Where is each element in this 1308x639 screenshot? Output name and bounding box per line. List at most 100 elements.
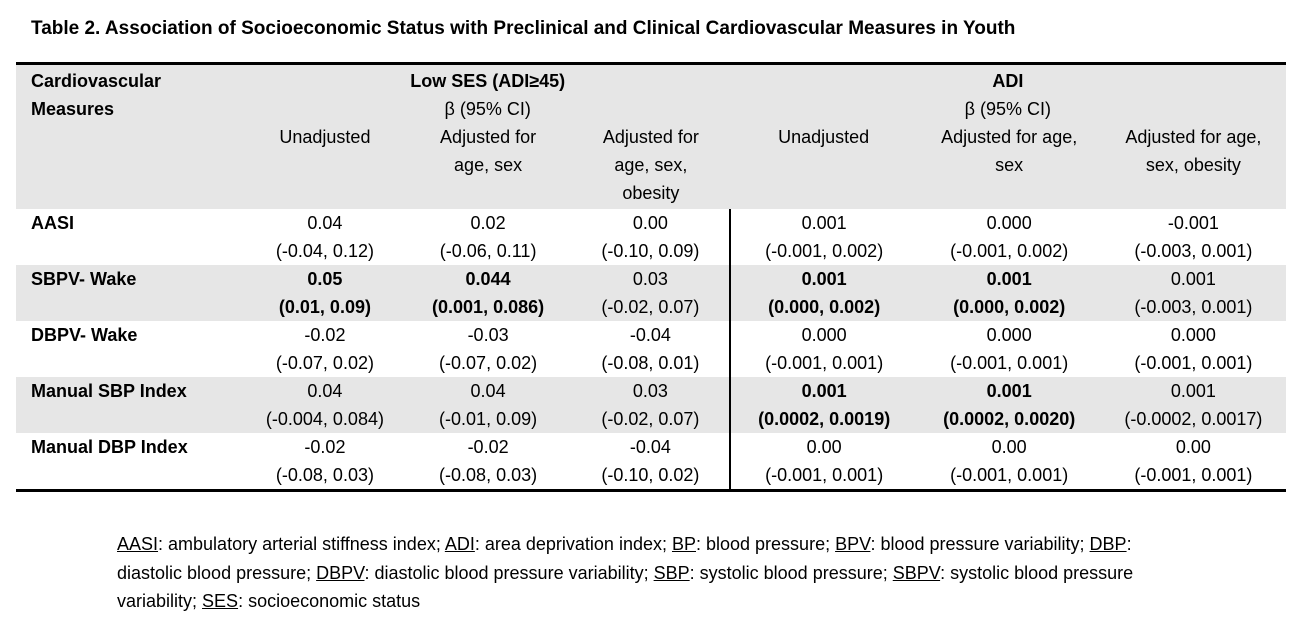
- footnote: AASI: ambulatory arterial stiffness inde…: [117, 530, 1197, 616]
- column-header-text: Adjusted for age,: [941, 127, 1078, 147]
- cell-ci: (-0.07, 0.02): [275, 353, 374, 373]
- cell-estimate: 0.02: [470, 213, 506, 233]
- table-cell: 0.001 (-0.0002, 0.0017): [1100, 377, 1286, 433]
- cell-estimate: 0.001: [1170, 381, 1216, 401]
- cell-ci: (-0.06, 0.11): [439, 241, 537, 261]
- cell-ci: (-0.001, 0.001): [950, 353, 1069, 373]
- cell-estimate: 0.000: [986, 213, 1032, 233]
- column-header-text: age, sex,: [614, 155, 688, 175]
- table-cell: -0.02 (-0.08, 0.03): [246, 433, 404, 491]
- cell-ci: (-0.001, 0.001): [765, 465, 884, 485]
- cell-estimate: -0.04: [629, 325, 671, 345]
- table-title: Table 2. Association of Socioeconomic St…: [31, 18, 1016, 39]
- cell-estimate: 0.05: [307, 269, 343, 289]
- footnote-definition: : systolic blood pressure variability;: [117, 562, 1134, 612]
- table-cell: 0.000 (-0.001, 0.001): [918, 321, 1101, 377]
- footnote-definition: : area deprivation index;: [474, 534, 672, 554]
- cell-ci: (-0.0002, 0.0017): [1124, 409, 1263, 429]
- cell-ci: (-0.001, 0.001): [765, 353, 884, 373]
- column-header-2: Adjusted for age, sex: [404, 123, 572, 209]
- table-cell: 0.00 (-0.001, 0.001): [918, 433, 1101, 491]
- table-cell: 0.00 (-0.10, 0.09): [572, 209, 730, 265]
- footnote-abbreviation: SBP: [653, 562, 690, 583]
- footnote-definition: : systolic blood pressure;: [689, 562, 893, 583]
- column-header-4: Unadjusted: [729, 123, 918, 209]
- cell-estimate: -0.02: [304, 325, 346, 345]
- table-cell: 0.000 (-0.001, 0.001): [728, 321, 918, 377]
- cell-ci: (-0.003, 0.001): [1134, 297, 1253, 317]
- table-row: DBPV- Wake -0.02 (-0.07, 0.02) -0.03 (-0.07,…: [16, 321, 1286, 377]
- cell-estimate: 0.000: [1170, 325, 1216, 345]
- cell-estimate: 0.00: [991, 437, 1027, 457]
- footnote-definition: : blood pressure;: [696, 534, 836, 554]
- table-cell: -0.001 (-0.003, 0.001): [1101, 209, 1286, 265]
- cell-ci: (0.01, 0.09): [278, 297, 371, 317]
- cell-ci: (-0.01, 0.09): [439, 409, 538, 429]
- column-header-6: Adjusted for age, sex, obesity: [1100, 123, 1286, 209]
- column-header-text: Adjusted for: [440, 127, 537, 147]
- cell-ci: (-0.001, 0.001): [1134, 353, 1253, 373]
- table-cell: -0.04 (-0.10, 0.02): [572, 433, 730, 491]
- cell-ci: (-0.04, 0.12): [275, 241, 374, 261]
- footnote-abbreviation: BP: [671, 534, 696, 554]
- table-cell: 0.04 (-0.04, 0.12): [246, 209, 404, 265]
- cell-estimate: -0.02: [304, 437, 346, 457]
- table-row: Manual DBP Index -0.02 (-0.08, 0.03) -0.02 (…: [16, 433, 1286, 491]
- group-header-low-ses: Low SES (ADI≥45) β (95% CI): [245, 63, 730, 123]
- footnote-abbreviation: DBPV: [316, 562, 365, 583]
- footnote-abbreviation: DBP: [1089, 534, 1127, 554]
- table-cell: 0.001 (0.0002, 0.0019): [728, 377, 918, 433]
- group-sub-adi: β (95% CI): [964, 99, 1052, 119]
- cell-estimate: 0.001: [801, 269, 847, 289]
- cell-ci: (-0.08, 0.03): [275, 465, 374, 485]
- row-label-header-line1: Cardiovascular: [31, 71, 162, 91]
- column-header-text: sex: [995, 155, 1024, 175]
- row-label: Manual DBP Index: [31, 437, 188, 457]
- cell-ci: (-0.02, 0.07): [601, 409, 700, 429]
- cell-ci: (-0.10, 0.09): [601, 241, 700, 261]
- table-cell: 0.04 (-0.004, 0.084): [245, 377, 405, 433]
- table-cell: 0.03 (-0.02, 0.07): [572, 377, 730, 433]
- cell-estimate: 0.00: [1175, 437, 1211, 457]
- column-header-text: Adjusted for age,: [1125, 127, 1262, 147]
- group-name-low-ses: Low SES (ADI≥45): [410, 71, 566, 91]
- footnote-definition: : diastolic blood pressure variability;: [364, 562, 654, 583]
- table-cell: 0.04 (-0.01, 0.09): [404, 377, 572, 433]
- table-row: Manual SBP Index 0.04 (-0.004, 0.084) 0.04 (…: [16, 377, 1286, 433]
- column-header-3: Adjusted for age, sex, obesity: [572, 123, 730, 209]
- cell-estimate: -0.03: [467, 325, 509, 345]
- header-row-columns: Unadjusted Adjusted for age, sex Adjusted f…: [16, 123, 1286, 209]
- cell-estimate: 0.044: [465, 269, 511, 289]
- table-cell: 0.03 (-0.02, 0.07): [572, 265, 730, 321]
- footnote-abbreviation: SBPV: [892, 562, 941, 583]
- cell-estimate: 0.04: [307, 381, 343, 401]
- cell-ci: (0.000, 0.002): [768, 297, 881, 317]
- table-cell: 0.001 (-0.003, 0.001): [1100, 265, 1286, 321]
- table-cell: 0.001 (-0.001, 0.002): [728, 209, 918, 265]
- cell-estimate: 0.04: [307, 213, 343, 233]
- cell-estimate: 0.000: [986, 325, 1032, 345]
- row-label: DBPV- Wake: [31, 325, 138, 345]
- footnote-definition: : socioeconomic status: [238, 591, 421, 611]
- column-header-1: Unadjusted: [245, 123, 405, 209]
- table-cell: 0.05 (0.01, 0.09): [245, 265, 405, 321]
- cell-estimate: 0.001: [801, 213, 847, 233]
- footnote-abbreviation: BPV: [835, 534, 871, 554]
- cell-estimate: 0.001: [986, 381, 1032, 401]
- column-header-text: sex, obesity: [1145, 155, 1241, 175]
- cell-estimate: 0.001: [801, 381, 847, 401]
- cell-estimate: -0.04: [629, 437, 671, 457]
- cell-ci: (-0.004, 0.084): [265, 409, 384, 429]
- row-label-header: Cardiovascular Measures: [16, 63, 246, 209]
- cell-estimate: 0.03: [632, 269, 668, 289]
- column-header-text: Unadjusted: [279, 127, 371, 147]
- table-cell: 0.000 (-0.001, 0.001): [1101, 321, 1286, 377]
- cell-ci: (-0.001, 0.001): [950, 465, 1069, 485]
- table-cell: -0.03 (-0.07, 0.02): [404, 321, 572, 377]
- table-cell: 0.001 (0.0002, 0.0020): [917, 377, 1101, 433]
- cell-estimate: 0.00: [632, 213, 668, 233]
- group-header-adi: ADI β (95% CI): [729, 63, 1286, 123]
- column-header-text: Unadjusted: [778, 127, 870, 147]
- row-label: AASI: [31, 213, 75, 233]
- table-cell: 0.00 (-0.001, 0.001): [1101, 433, 1286, 491]
